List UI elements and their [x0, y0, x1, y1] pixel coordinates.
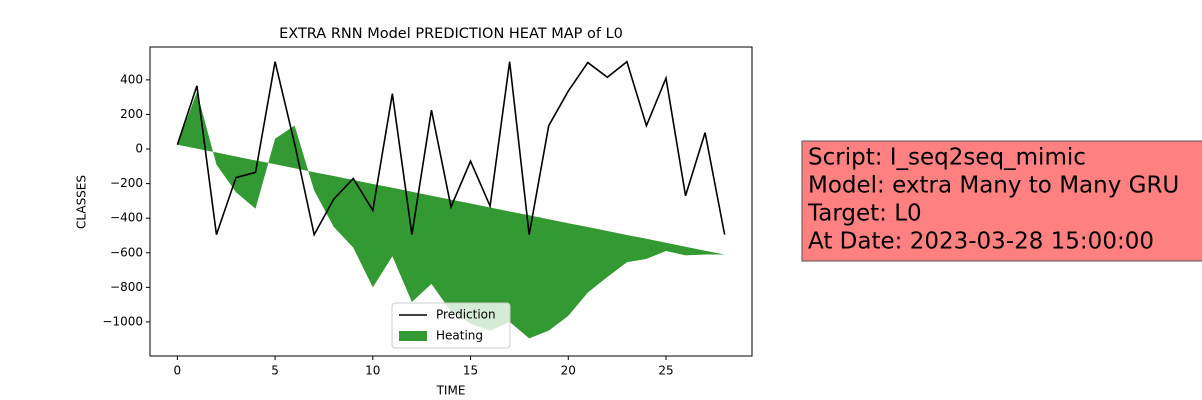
y-tick-label: −200	[110, 176, 143, 190]
annotation-line: At Date: 2023-03-28 15:00:00	[808, 229, 1154, 255]
annotation-line: Target: L0	[807, 201, 922, 227]
legend-label: Prediction	[436, 308, 496, 322]
y-tick-label: −400	[110, 211, 143, 225]
y-tick-label: −600	[110, 245, 143, 259]
y-tick-label: 200	[120, 107, 143, 121]
x-axis-label: TIME	[436, 384, 466, 398]
y-tick-label: −800	[110, 280, 143, 294]
x-tick-label: 10	[365, 364, 380, 378]
x-tick-label: 0	[174, 364, 182, 378]
y-tick-label: 0	[135, 142, 143, 156]
legend-patch	[399, 331, 427, 341]
heating-area	[177, 91, 725, 339]
annotation-box	[801, 140, 1202, 262]
y-axis-label: CLASSES	[75, 175, 89, 229]
x-tick-label: 5	[271, 364, 279, 378]
legend-label: Heating	[436, 329, 483, 343]
y-tick-label: 400	[120, 72, 143, 86]
annotation-line: Model: extra Many to Many GRU	[808, 173, 1179, 199]
x-tick-label: 15	[463, 364, 478, 378]
y-tick-label: −1000	[102, 314, 143, 328]
plot-frame	[149, 46, 753, 357]
x-tick-label: 25	[658, 364, 673, 378]
legend: Prediction Heating	[391, 302, 511, 349]
annotation-line: Script: I_seq2seq_mimic	[808, 145, 1086, 171]
prediction-line	[176, 60, 726, 237]
x-tick-label: 20	[561, 364, 576, 378]
chart-title: EXTRA RNN Model PREDICTION HEAT MAP of L…	[279, 26, 623, 42]
